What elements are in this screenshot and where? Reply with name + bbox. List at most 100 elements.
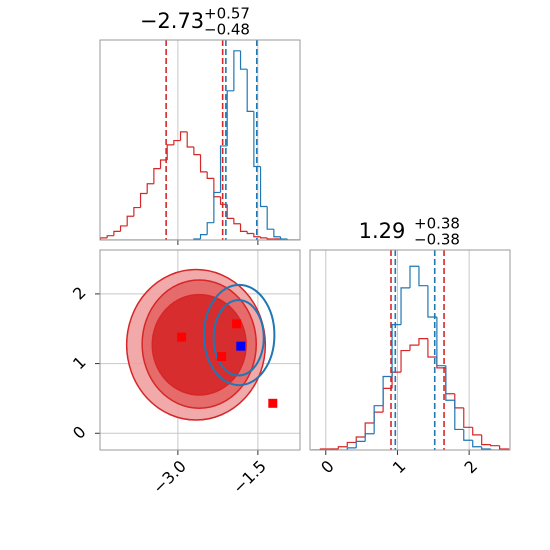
histogram-step — [246, 231, 254, 235]
histogram-step — [463, 407, 473, 428]
histogram-step — [146, 183, 154, 194]
histogram-step — [409, 265, 419, 288]
histogram-step — [259, 236, 268, 239]
title-lower: −0.38 — [414, 231, 460, 249]
histogram-step — [179, 131, 188, 141]
histogram-step — [186, 131, 194, 148]
histogram-step — [400, 349, 410, 373]
histogram-step — [226, 90, 234, 146]
y-tick-label: 1 — [69, 353, 90, 374]
histogram-step — [472, 427, 482, 436]
panel-title: 1.29 — [359, 219, 406, 243]
histogram-step — [206, 222, 214, 235]
title-lower: −0.48 — [204, 21, 250, 39]
histogram-step — [173, 139, 181, 145]
histogram-step — [133, 206, 141, 217]
histogram-step — [454, 393, 464, 409]
panel — [311, 250, 510, 450]
marker — [232, 319, 242, 329]
histogram-step — [364, 433, 375, 442]
histogram-step — [355, 440, 366, 448]
histogram-step — [445, 365, 455, 401]
histogram-step — [106, 235, 114, 238]
histogram-step — [233, 50, 241, 91]
histogram-step — [259, 166, 268, 208]
histogram-step — [400, 287, 410, 325]
histogram-step — [253, 111, 261, 168]
histogram-step — [266, 237, 274, 240]
histogram-step — [436, 317, 446, 367]
histogram-step — [391, 371, 402, 389]
panel-frame — [99, 249, 301, 451]
histogram-step — [279, 236, 288, 240]
histogram-step — [490, 448, 500, 450]
histogram-step — [445, 367, 455, 395]
histogram-step — [472, 440, 482, 448]
histogram-step — [463, 429, 473, 441]
histogram-step — [219, 145, 228, 193]
histogram-step — [166, 144, 174, 160]
histogram-step — [337, 446, 348, 449]
histogram-step — [454, 400, 464, 431]
title-upper: +0.57 — [204, 5, 250, 23]
histogram-step — [219, 196, 228, 205]
histogram-step — [391, 323, 402, 377]
y-tick-label: 0 — [69, 422, 90, 443]
x-tick-label: 1 — [389, 457, 410, 478]
marker — [268, 398, 278, 408]
histogram-step — [373, 405, 384, 434]
histogram-step — [193, 147, 201, 156]
histogram-step — [418, 266, 428, 287]
histogram-step — [153, 168, 161, 184]
histogram-step — [253, 233, 261, 238]
histogram-step — [139, 192, 148, 208]
histogram-step — [409, 344, 419, 351]
contour-level — [203, 283, 276, 387]
histogram-step — [213, 191, 221, 223]
marker — [177, 332, 187, 342]
histogram-step — [246, 69, 254, 112]
marker — [236, 341, 246, 351]
histogram-step — [355, 436, 366, 443]
histogram-step — [346, 441, 357, 447]
panel-frame — [309, 249, 511, 451]
histogram-step — [113, 230, 121, 236]
histogram-step — [427, 338, 437, 358]
histogram-step — [481, 446, 491, 450]
x-tick-label: −3.0 — [149, 457, 190, 498]
x-tick-label: 0 — [317, 457, 338, 478]
histogram-step — [427, 285, 437, 318]
histogram-step — [373, 411, 384, 423]
marker — [217, 352, 227, 362]
histogram-step — [286, 238, 294, 240]
histogram-step — [239, 223, 248, 232]
histogram-step — [126, 215, 134, 226]
histogram-step — [199, 233, 208, 239]
histogram-step — [382, 375, 393, 406]
histogram-step — [499, 445, 510, 450]
panel — [100, 40, 300, 240]
histogram-step — [490, 444, 500, 447]
panel-frame — [99, 39, 301, 241]
x-tick-label: 2 — [461, 457, 482, 478]
histogram-step — [239, 50, 248, 70]
contour-level — [151, 293, 247, 396]
x-tick-label: −1.5 — [229, 457, 270, 498]
contour-level — [212, 299, 265, 377]
panel — [100, 250, 300, 450]
histogram-step — [206, 171, 214, 179]
y-tick-label: 2 — [69, 283, 90, 304]
histogram-step — [233, 218, 241, 225]
histogram-step — [213, 178, 221, 198]
histogram-step — [364, 422, 375, 438]
histogram-step — [199, 154, 208, 173]
histogram-step — [481, 434, 491, 446]
histogram-step — [418, 338, 428, 346]
histogram-step — [226, 204, 234, 219]
histogram-step — [266, 206, 274, 230]
histogram-step — [119, 225, 128, 232]
histogram-step — [346, 447, 357, 450]
histogram-step — [159, 159, 168, 169]
histogram-step — [100, 237, 108, 240]
